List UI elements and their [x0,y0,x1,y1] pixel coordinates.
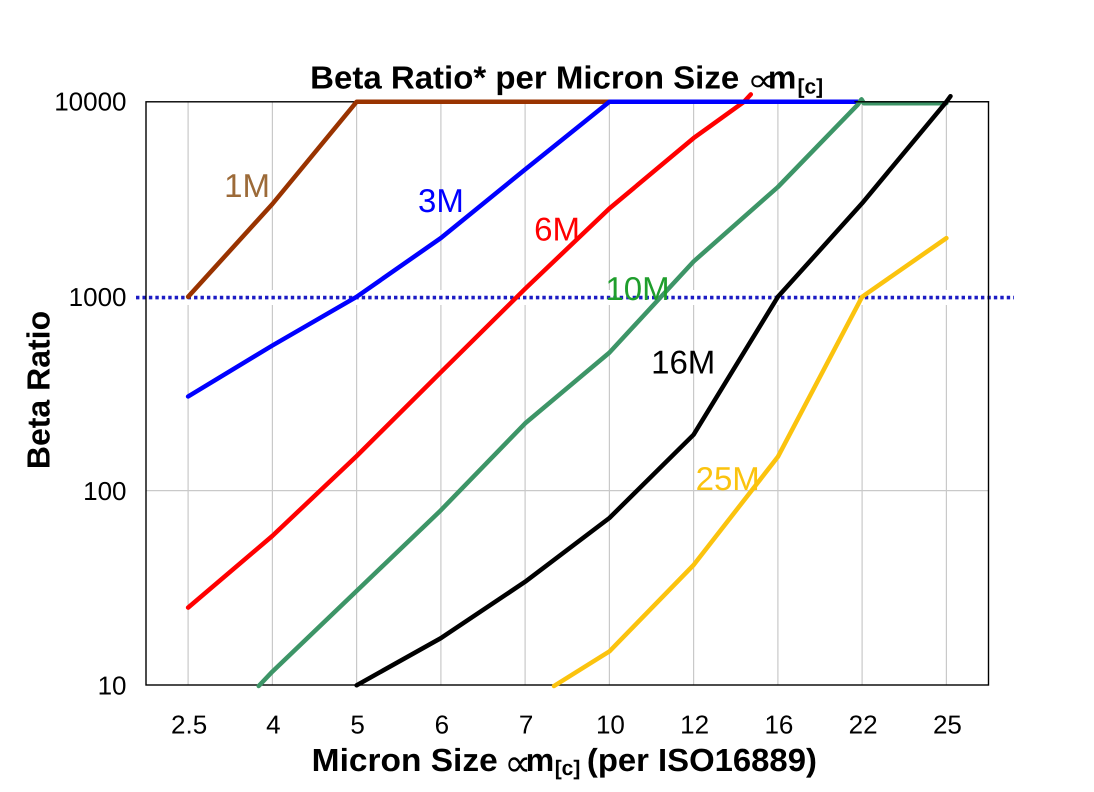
svg-text:5: 5 [350,709,364,739]
svg-text:∝: ∝ [504,742,531,784]
svg-text:10: 10 [596,709,625,739]
svg-text:10: 10 [98,670,127,700]
svg-text:16: 16 [764,709,793,739]
svg-text:12: 12 [680,709,709,739]
svg-text:3M: 3M [418,182,464,219]
svg-text:1M: 1M [224,167,270,204]
svg-text:10000: 10000 [54,87,126,117]
svg-text:100: 100 [83,476,126,506]
svg-text:∝: ∝ [747,63,776,98]
svg-text:[c]: [c] [798,76,824,99]
svg-text:16M: 16M [651,343,715,380]
svg-text:2.5: 2.5 [171,709,207,739]
svg-text:7: 7 [519,709,533,739]
svg-text:m: m [526,742,554,778]
svg-text:Beta Ratio: Beta Ratio [21,311,57,469]
svg-text:25: 25 [933,709,962,739]
svg-text:25M: 25M [696,460,760,497]
svg-text:Micron Size: Micron Size [312,742,498,778]
svg-text:22: 22 [849,709,878,739]
svg-text:6: 6 [435,709,449,739]
svg-text:(per ISO16889): (per ISO16889) [587,742,817,778]
svg-text:[c]: [c] [555,757,581,780]
svg-text:6M: 6M [534,211,580,248]
svg-text:1000: 1000 [69,282,127,312]
svg-text:m: m [768,60,796,96]
svg-text:10M: 10M [605,270,669,307]
svg-text:4: 4 [266,709,280,739]
svg-text:Beta Ratio* per Micron Size: Beta Ratio* per Micron Size [310,60,739,96]
